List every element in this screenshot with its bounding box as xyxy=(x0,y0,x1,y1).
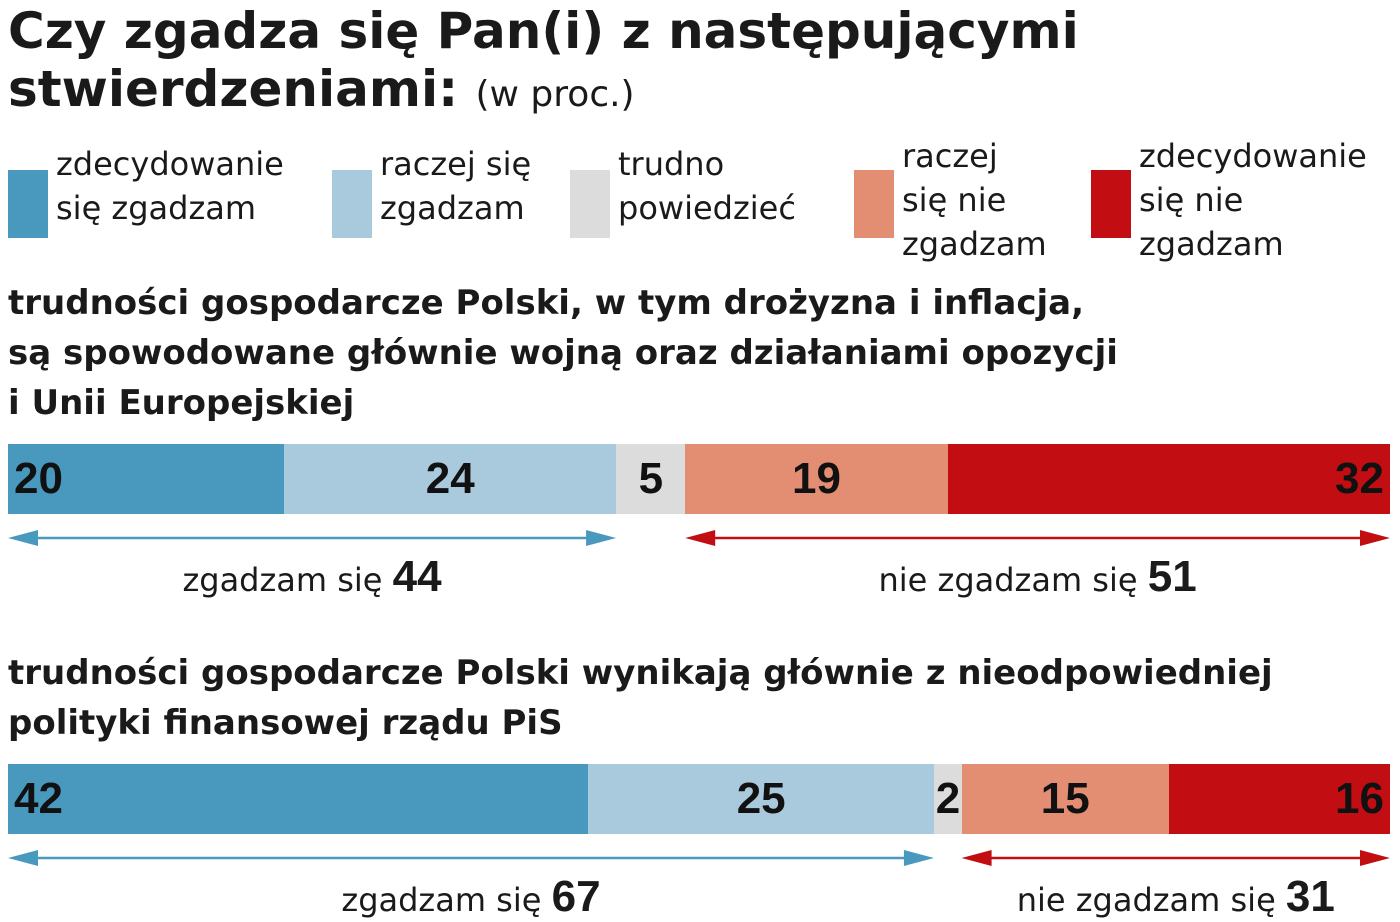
disagree-total: 51 xyxy=(1147,552,1197,601)
legend-swatch-rather-disagree xyxy=(854,170,894,238)
disagree-label: nie zgadzam się xyxy=(878,561,1138,599)
bar-segment-strongly-disagree xyxy=(947,444,1390,514)
unit-label: (w proc.) xyxy=(475,74,635,115)
agree-total: 67 xyxy=(551,872,601,921)
agree-arrow-1 xyxy=(8,530,617,546)
disagree-arrow-2-head-right xyxy=(1360,850,1390,866)
agree-arrow-1-head-right xyxy=(586,530,617,546)
disagree-arrow-2 xyxy=(961,850,1390,866)
legend-swatch-rather-agree xyxy=(332,170,372,238)
question-1-disagree-summary: nie zgadzam się 51 xyxy=(878,552,1196,602)
question-1-text: trudności gospodarcze Polski, w tym droż… xyxy=(8,283,1118,423)
legend-label-rather-disagree: raczej się nie zgadzam xyxy=(902,137,1047,263)
legend-item-strongly-agree: zdecydowanie się zgadzam xyxy=(8,142,284,238)
disagree-arrow-1-head-left xyxy=(685,530,716,546)
agree-arrow-2-head-right xyxy=(903,850,934,866)
summary-arrows xyxy=(8,530,1390,866)
bar-segment-hard-to-say xyxy=(616,444,686,514)
agree-arrow-2-head-left xyxy=(8,850,38,866)
agree-label: zgadzam się xyxy=(341,881,542,919)
question-1-bar: 20 24 5 19 32 xyxy=(8,444,1390,514)
disagree-arrow-1-head-right xyxy=(1360,530,1390,546)
agree-arrow-2 xyxy=(8,850,934,866)
question-1-agree-summary: zgadzam się 44 xyxy=(182,552,441,602)
agree-label: zgadzam się xyxy=(182,561,383,599)
legend-item-hard-to-say: trudno powiedzieć xyxy=(570,142,796,238)
legend-swatch-hard-to-say xyxy=(570,170,610,238)
value-label-rather-agree: 25 xyxy=(736,774,786,823)
value-label-rather-agree: 24 xyxy=(425,454,475,503)
title-line-2: stwierdzeniami: (w proc.) xyxy=(8,60,1388,124)
legend-swatch-strongly-agree xyxy=(8,170,48,238)
question-2-text: trudności gospodarcze Polski wynikają gł… xyxy=(8,653,1273,743)
value-label-strongly-disagree: 16 xyxy=(1335,774,1384,823)
value-label-hard-to-say: 2 xyxy=(935,774,961,823)
bar-segment-strongly-disagree xyxy=(1168,764,1390,834)
value-label-strongly-agree: 42 xyxy=(14,774,63,823)
legend-item-rather-agree: raczej się zgadzam xyxy=(332,142,531,238)
value-label-rather-disagree: 19 xyxy=(791,454,841,503)
question-2-bar: 42 25 2 15 16 xyxy=(8,764,1390,834)
title-line-2-text: stwierdzeniami: xyxy=(8,60,459,118)
disagree-label: nie zgadzam się xyxy=(1016,881,1276,919)
legend-item-rather-disagree: raczej się nie zgadzam xyxy=(854,137,1047,266)
bar-segment-rather-agree xyxy=(588,764,934,834)
legend-item-strongly-disagree: zdecydowanie się nie zgadzam xyxy=(1091,137,1367,266)
legend-label-hard-to-say: trudno powiedzieć xyxy=(618,145,796,227)
value-label-rather-disagree: 15 xyxy=(1040,774,1090,823)
bar-segment-rather-disagree xyxy=(685,444,948,514)
agree-arrow-1-head-left xyxy=(8,530,38,546)
value-label-strongly-disagree: 32 xyxy=(1335,454,1384,503)
value-label-strongly-agree: 20 xyxy=(14,454,63,503)
question-2-disagree-summary: nie zgadzam się 31 xyxy=(1017,872,1335,922)
title-line-1: Czy zgadza się Pan(i) z następującymi xyxy=(8,2,1079,60)
question-2-agree-summary: zgadzam się 67 xyxy=(341,872,600,922)
agree-total: 44 xyxy=(392,552,442,601)
disagree-arrow-2-head-left xyxy=(961,850,992,866)
chart-title: Czy zgadza się Pan(i) z następującymi st… xyxy=(8,2,1388,124)
bar-segment-hard-to-say xyxy=(933,764,962,834)
legend-label-strongly-disagree: zdecydowanie się nie zgadzam xyxy=(1139,137,1367,263)
legend-label-rather-agree: raczej się zgadzam xyxy=(380,145,532,227)
bar-segment-strongly-agree xyxy=(8,444,285,514)
value-label-hard-to-say: 5 xyxy=(638,454,664,503)
legend-swatch-strongly-disagree xyxy=(1091,170,1131,238)
legend-label-strongly-agree: zdecydowanie się zgadzam xyxy=(56,145,284,227)
disagree-arrow-1 xyxy=(685,530,1390,546)
disagree-total: 31 xyxy=(1285,872,1335,921)
bar-segment-strongly-agree xyxy=(8,764,589,834)
bar-segment-rather-disagree xyxy=(961,764,1169,834)
bar-segment-rather-agree xyxy=(284,444,617,514)
